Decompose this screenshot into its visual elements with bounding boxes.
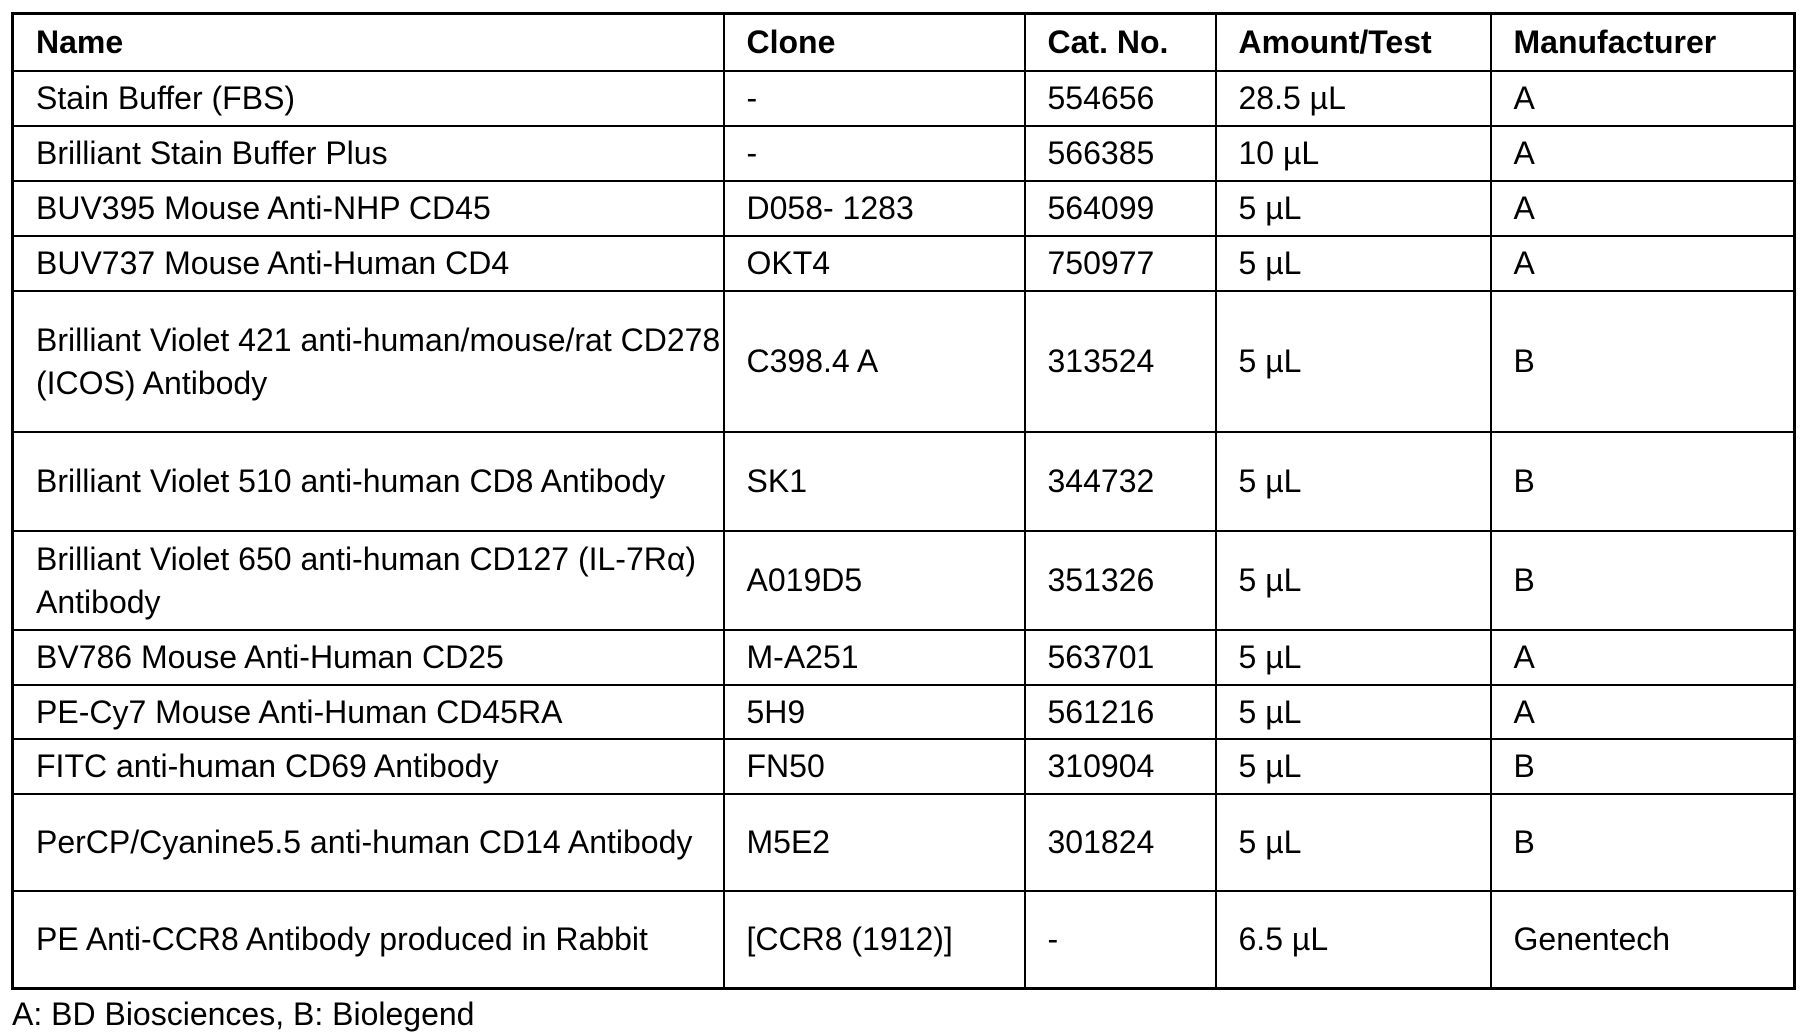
table-cell: BUV737 Mouse Anti-Human CD4 (13, 236, 724, 291)
table-cell: 561216 (1025, 685, 1216, 739)
table-cell: 5 µL (1216, 291, 1491, 432)
table-cell: M-A251 (724, 630, 1025, 685)
table-cell: B (1491, 432, 1795, 531)
table-cell: 5 µL (1216, 739, 1491, 794)
table-cell: BV786 Mouse Anti-Human CD25 (13, 630, 724, 685)
table-row: PE-Cy7 Mouse Anti-Human CD45RA5H95612165… (13, 685, 1795, 739)
table-cell: SK1 (724, 432, 1025, 531)
table-cell: - (724, 71, 1025, 126)
table-cell: [CCR8 (1912)] (724, 891, 1025, 988)
table-cell: B (1491, 531, 1795, 630)
header-row: NameCloneCat. No.Amount/TestManufacturer (13, 14, 1795, 72)
table-cell: B (1491, 739, 1795, 794)
table-cell: B (1491, 291, 1795, 432)
table-cell: 5 µL (1216, 181, 1491, 236)
table-row: Brilliant Violet 510 anti-human CD8 Anti… (13, 432, 1795, 531)
table-cell: Stain Buffer (FBS) (13, 71, 724, 126)
table-cell: 5 µL (1216, 630, 1491, 685)
table-cell: 301824 (1025, 794, 1216, 891)
reagent-table: NameCloneCat. No.Amount/TestManufacturer… (11, 12, 1796, 990)
table-row: Stain Buffer (FBS)-55465628.5 µLA (13, 71, 1795, 126)
table-cell: A (1491, 236, 1795, 291)
table-cell: 5 µL (1216, 685, 1491, 739)
table-cell: FITC anti-human CD69 Antibody (13, 739, 724, 794)
column-header: Name (13, 14, 724, 72)
table-cell: 5 µL (1216, 531, 1491, 630)
table-cell: A (1491, 685, 1795, 739)
table-cell: Brilliant Violet 421 anti-human/mouse/ra… (13, 291, 724, 432)
table-cell: 564099 (1025, 181, 1216, 236)
table-row: FITC anti-human CD69 AntibodyFN503109045… (13, 739, 1795, 794)
table-row: BV786 Mouse Anti-Human CD25M-A2515637015… (13, 630, 1795, 685)
table-cell: 28.5 µL (1216, 71, 1491, 126)
table-cell: 566385 (1025, 126, 1216, 181)
table-row: Brilliant Violet 650 anti-human CD127 (I… (13, 531, 1795, 630)
table-cell: 750977 (1025, 236, 1216, 291)
table-cell: 6.5 µL (1216, 891, 1491, 988)
table-cell: OKT4 (724, 236, 1025, 291)
column-header: Amount/Test (1216, 14, 1491, 72)
table-cell: PE Anti-CCR8 Antibody produced in Rabbit (13, 891, 724, 988)
table-cell: D058- 1283 (724, 181, 1025, 236)
table-cell: Brilliant Stain Buffer Plus (13, 126, 724, 181)
table-cell: 5H9 (724, 685, 1025, 739)
table-cell: A019D5 (724, 531, 1025, 630)
column-header: Cat. No. (1025, 14, 1216, 72)
table-cell: 5 µL (1216, 236, 1491, 291)
table-cell: PerCP/Cyanine5.5 anti-human CD14 Antibod… (13, 794, 724, 891)
table-cell: A (1491, 71, 1795, 126)
table-cell: Genentech (1491, 891, 1795, 988)
table-cell: - (1025, 891, 1216, 988)
table-cell: FN50 (724, 739, 1025, 794)
table-row: PerCP/Cyanine5.5 anti-human CD14 Antibod… (13, 794, 1795, 891)
table-cell: 344732 (1025, 432, 1216, 531)
table-cell: PE-Cy7 Mouse Anti-Human CD45RA (13, 685, 724, 739)
table-cell: - (724, 126, 1025, 181)
table-cell: A (1491, 126, 1795, 181)
table-cell: BUV395 Mouse Anti-NHP CD45 (13, 181, 724, 236)
column-header: Manufacturer (1491, 14, 1795, 72)
table-cell: B (1491, 794, 1795, 891)
table-cell: C398.4 A (724, 291, 1025, 432)
table-cell: Brilliant Violet 650 anti-human CD127 (I… (13, 531, 724, 630)
table-cell: A (1491, 181, 1795, 236)
table-row: Brilliant Stain Buffer Plus-56638510 µLA (13, 126, 1795, 181)
table-cell: 5 µL (1216, 794, 1491, 891)
table-cell: 554656 (1025, 71, 1216, 126)
column-header: Clone (724, 14, 1025, 72)
table-row: BUV737 Mouse Anti-Human CD4OKT47509775 µ… (13, 236, 1795, 291)
table-cell: 310904 (1025, 739, 1216, 794)
table-row: Brilliant Violet 421 anti-human/mouse/ra… (13, 291, 1795, 432)
table-cell: 5 µL (1216, 432, 1491, 531)
table-cell: 10 µL (1216, 126, 1491, 181)
table-cell: M5E2 (724, 794, 1025, 891)
table-row: PE Anti-CCR8 Antibody produced in Rabbit… (13, 891, 1795, 988)
table-cell: 563701 (1025, 630, 1216, 685)
table-cell: 313524 (1025, 291, 1216, 432)
table-cell: Brilliant Violet 510 anti-human CD8 Anti… (13, 432, 724, 531)
footnote: A: BD Biosciences, B: Biolegend (12, 994, 474, 1034)
table-cell: 351326 (1025, 531, 1216, 630)
table-cell: A (1491, 630, 1795, 685)
table-row: BUV395 Mouse Anti-NHP CD45D058- 12835640… (13, 181, 1795, 236)
